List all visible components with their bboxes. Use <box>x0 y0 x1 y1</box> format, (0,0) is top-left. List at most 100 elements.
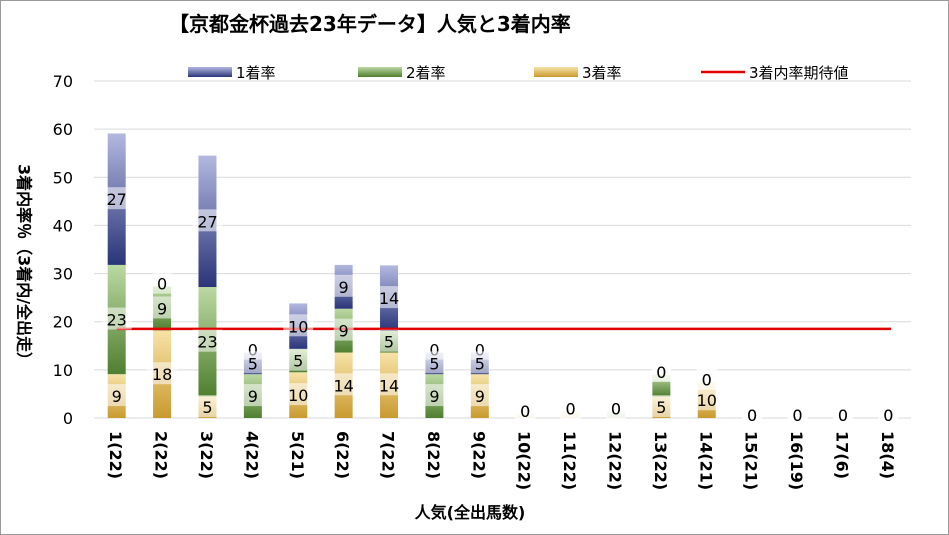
data-label-bg <box>424 384 445 407</box>
data-label-text: 14 <box>333 376 353 395</box>
data-label: 18 <box>147 362 178 385</box>
x-tick-label: 7(22) <box>379 431 398 479</box>
data-label: 9 <box>242 384 263 407</box>
data-label-text: 5 <box>293 352 303 371</box>
data-label: 0 <box>515 398 536 421</box>
data-label-text: 9 <box>475 387 485 406</box>
data-label-text: 23 <box>197 333 217 352</box>
x-tick-label: 5(21) <box>288 431 307 479</box>
data-label: 0 <box>605 396 626 419</box>
data-label-bg <box>469 384 490 407</box>
data-label-bg <box>197 395 218 418</box>
data-label-bg <box>333 318 354 341</box>
legend-label: 3着率 <box>582 64 622 82</box>
legend-label: 3着内率期待値 <box>749 64 849 82</box>
data-label-bg <box>605 396 626 419</box>
legend-swatch <box>534 67 578 77</box>
data-label-bg <box>101 187 132 210</box>
data-label-text: 14 <box>379 376 399 395</box>
legend-label: 1着率 <box>236 64 276 82</box>
data-label-bg <box>152 296 173 319</box>
legend: 1着率 2着率 3着率 3着内率期待値 <box>188 64 849 82</box>
legend-item: 2着率 <box>358 64 446 82</box>
data-label: 0 <box>651 359 672 382</box>
data-label: 0 <box>742 403 763 426</box>
data-label: 9 <box>333 274 354 297</box>
data-label-text: 0 <box>656 363 666 382</box>
data-label: 10 <box>691 388 722 411</box>
data-label-bg <box>469 351 490 374</box>
data-label: 23 <box>101 307 132 330</box>
data-label-bg <box>379 329 400 352</box>
data-label-text: 5 <box>248 354 258 373</box>
data-label-text: 5 <box>656 398 666 417</box>
data-label: 9 <box>469 384 490 407</box>
data-label-text: 9 <box>339 278 349 297</box>
data-label: 10 <box>283 383 314 406</box>
data-label-bg <box>691 388 722 411</box>
data-label-text: 9 <box>429 387 439 406</box>
data-label-text: 27 <box>197 212 217 231</box>
data-label-bg <box>878 403 899 426</box>
x-tick-label: 6(22) <box>333 431 352 479</box>
x-tick-label: 13(22) <box>651 431 670 490</box>
x-tick-label: 9(22) <box>469 431 488 479</box>
gridlines <box>94 80 911 419</box>
y-tick-label: 70 <box>53 72 73 91</box>
x-tick-label: 14(21) <box>696 431 715 490</box>
data-label-text: 9 <box>248 387 258 406</box>
x-tick-label: 1(22) <box>106 431 125 479</box>
y-tick-label: 50 <box>53 168 73 187</box>
x-tick-labels: 1(22) 2(22) 3(22) 4(22) 5(21) 6(22) 7(22) 8(22)… <box>106 431 897 490</box>
data-label: 27 <box>101 187 132 210</box>
data-label: 14 <box>374 373 405 396</box>
data-label: 0 <box>787 403 808 426</box>
data-label: 9 <box>152 296 173 319</box>
data-label-bg <box>283 314 314 337</box>
x-tick-label: 2(22) <box>152 431 171 479</box>
y-tick-label: 0 <box>63 409 73 428</box>
x-tick-label: 10(22) <box>515 431 534 490</box>
data-label-bg <box>651 395 672 418</box>
data-label-bg <box>333 274 354 297</box>
data-label: 23 <box>192 329 223 352</box>
data-label-text: 0 <box>792 406 802 425</box>
data-label: 0 <box>878 403 899 426</box>
x-tick-label: 17(6) <box>832 431 851 479</box>
data-label-text: 0 <box>429 341 439 360</box>
data-label-text: 5 <box>429 354 439 373</box>
data-label-bg <box>787 403 808 426</box>
data-label: 5 <box>379 329 400 352</box>
x-tick-label: 4(22) <box>242 431 261 479</box>
x-tick-label: 8(22) <box>424 431 443 479</box>
data-label-bg <box>560 396 581 419</box>
data-label-bg <box>242 384 263 407</box>
data-label-bg <box>742 403 763 426</box>
legend-label: 2着率 <box>406 64 446 82</box>
data-label-bg <box>424 351 445 374</box>
x-tick-label: 11(22) <box>560 431 579 490</box>
y-tick-label: 40 <box>53 216 73 235</box>
legend-item: 3着内率期待値 <box>701 64 849 82</box>
data-label-bg <box>515 398 536 421</box>
data-label-bg <box>242 351 263 374</box>
data-label: 27 <box>192 209 223 232</box>
data-label-bg <box>152 271 173 294</box>
data-label-text: 10 <box>288 317 308 336</box>
data-label-text: 10 <box>697 391 717 410</box>
data-label-text: 5 <box>475 354 485 373</box>
data-label: 5 <box>424 351 445 374</box>
data-label-bg <box>374 286 405 309</box>
data-label-text: 9 <box>157 299 167 318</box>
data-label-text: 5 <box>202 398 212 417</box>
data-label-text: 9 <box>339 322 349 341</box>
data-label-text: 14 <box>379 289 399 308</box>
data-label: 5 <box>469 351 490 374</box>
data-label-text: 9 <box>112 387 122 406</box>
legend-item: 3着率 <box>534 64 622 82</box>
x-tick-label: 3(22) <box>197 431 216 479</box>
data-label-text: 0 <box>248 341 258 360</box>
x-tick-label: 12(22) <box>605 431 624 490</box>
data-label: 14 <box>374 286 405 309</box>
